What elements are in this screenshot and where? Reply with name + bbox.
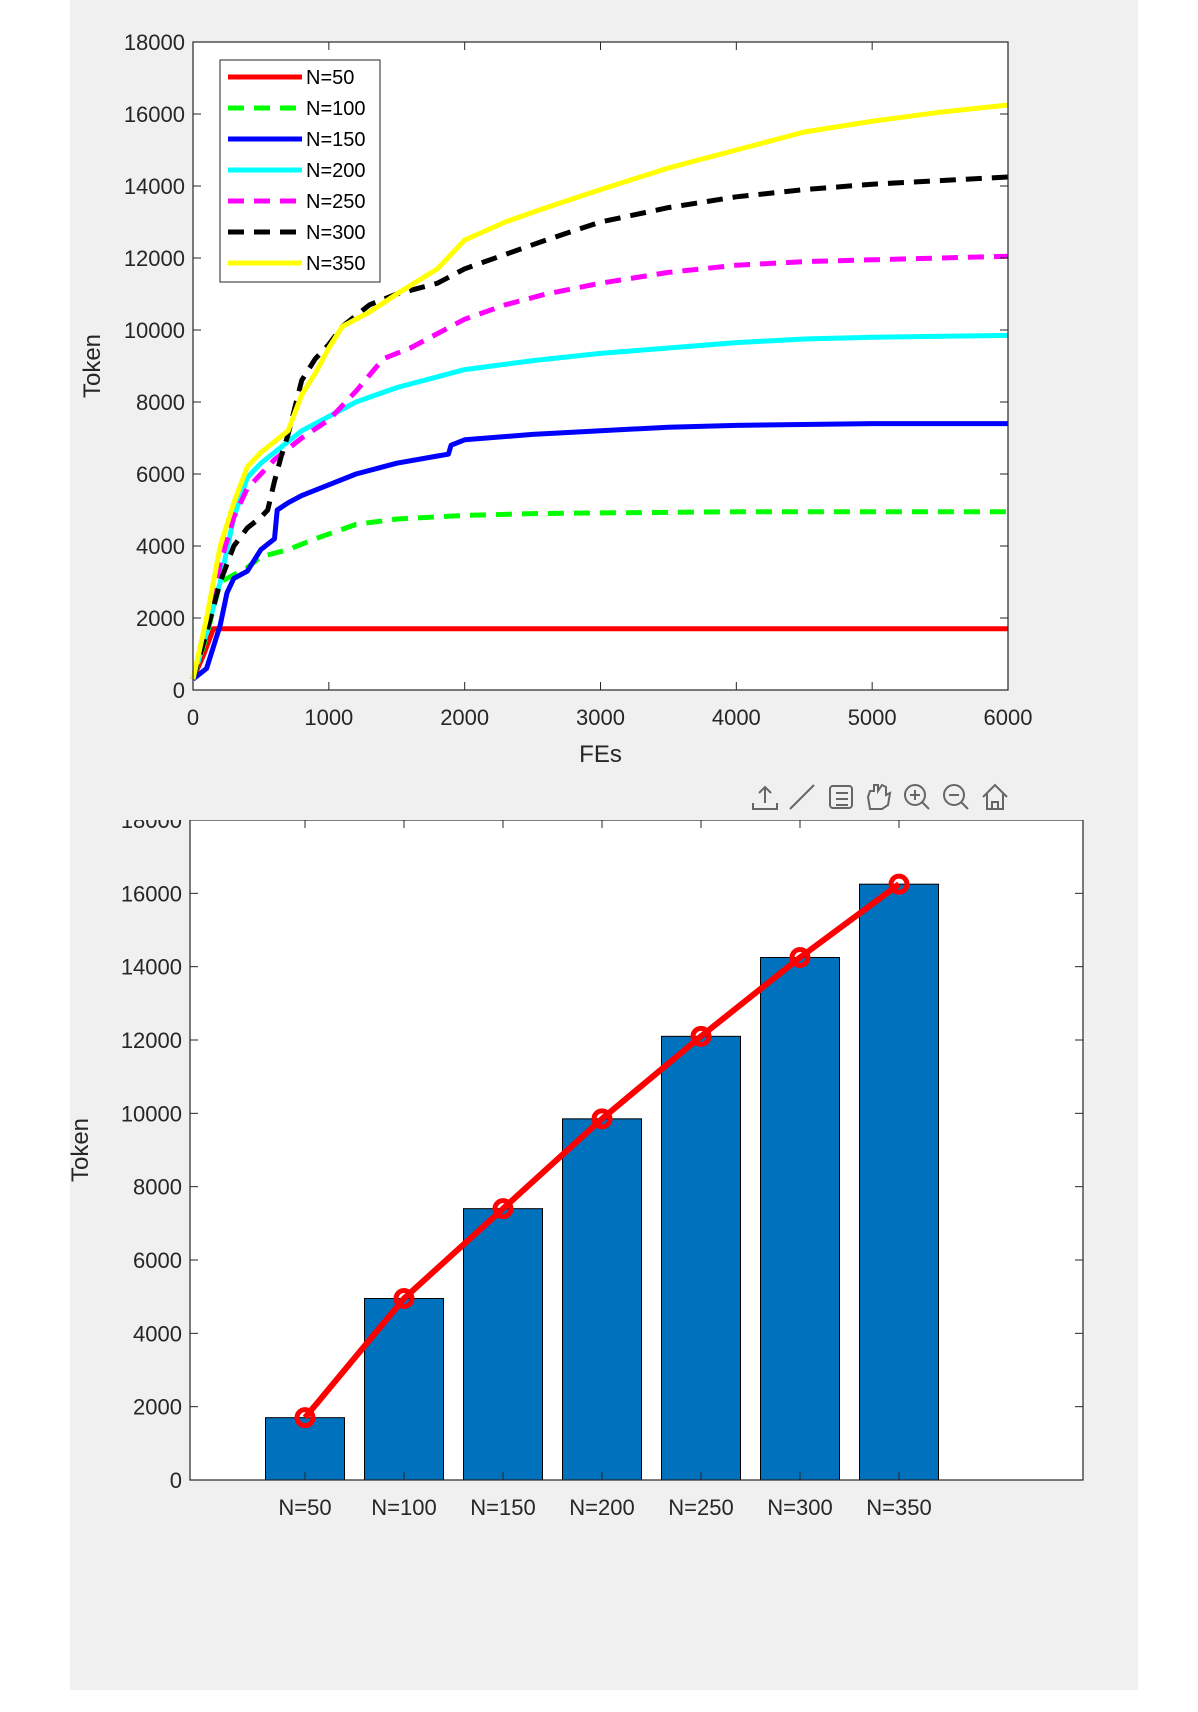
x-tick-label: N=200: [569, 1495, 634, 1520]
home-glyph: [982, 783, 1008, 810]
y-tick-label: 12000: [124, 246, 185, 271]
series-line-n-200: [190, 332, 1009, 680]
legend-entry-label: N=250: [306, 191, 366, 213]
bar-n-250: [661, 1035, 741, 1481]
x-tick-label: 4000: [712, 705, 761, 730]
zoom-out-icon[interactable]: [943, 784, 969, 810]
y-tick-label: 6000: [136, 462, 185, 487]
y-tick-label: 4000: [136, 534, 185, 559]
y-tick-label: 8000: [133, 1175, 182, 1200]
bar-n-300: [760, 957, 840, 1481]
legend-entry-label: N=150: [306, 129, 366, 151]
lens-glyph: [904, 784, 926, 806]
x-tick-label: 6000: [984, 705, 1033, 730]
y-tick-label: 16000: [121, 881, 182, 906]
x-tick-label: 5000: [848, 705, 897, 730]
token-by-n-bar-chart: 0 2000 4000 6000 8000 10000 12000 14000 16000 180…: [70, 820, 1084, 1520]
trend-marker: [393, 1288, 415, 1309]
x-tick-label: N=50: [278, 1495, 331, 1520]
series-line-n-100: [190, 509, 1008, 680]
brush-icon[interactable]: [789, 784, 815, 810]
y-tick-label: 12000: [121, 1028, 182, 1053]
legend-entry-label: N=50: [306, 67, 354, 89]
y-axis-label: Token: [70, 1118, 94, 1182]
y-tick-label: 2000: [133, 1395, 182, 1420]
hand-glyph: [866, 783, 892, 810]
legend-entry-label: N=100: [306, 98, 366, 120]
y-tick-label: 14000: [124, 174, 185, 199]
y-tick-label: 4000: [133, 1321, 182, 1346]
legend-entry-label: N=200: [306, 160, 366, 182]
home-icon[interactable]: [982, 783, 1008, 810]
legend: N=50 N=100 N=150 N=200 N=250 N=300 N=350: [219, 59, 381, 283]
datatip-lines: [836, 792, 848, 806]
x-tick-label: N=250: [668, 1495, 733, 1520]
x-axis-label: FEs: [579, 741, 622, 768]
series-line-n-350: [190, 102, 1009, 680]
pan-hand-icon[interactable]: [866, 783, 892, 810]
lens-sign: [910, 790, 920, 800]
y-tick-label: 14000: [121, 955, 182, 980]
lens-handle: [921, 801, 930, 810]
lens-handle: [960, 801, 969, 810]
x-tick-label: 1000: [304, 705, 353, 730]
bar-n-350: [859, 883, 939, 1481]
figure-window: 0 2000 4000 6000 8000 10000 12000 14000 16000 180…: [70, 0, 1138, 1690]
lens-glyph: [943, 784, 965, 806]
trend-marker: [789, 947, 811, 968]
bar-n-100: [364, 1298, 444, 1481]
export-icon[interactable]: [752, 785, 778, 810]
trend-marker: [492, 1198, 514, 1220]
y-axis-label: Token: [79, 334, 106, 398]
legend-entry-label: N=350: [306, 253, 366, 275]
y-tick-label: 18000: [124, 30, 185, 55]
y-tick-label: 10000: [121, 1101, 182, 1126]
trend-marker: [294, 1407, 316, 1429]
y-tick-label: 2000: [136, 606, 185, 631]
x-tick-label: N=350: [866, 1495, 931, 1520]
legend-entry-label: N=300: [306, 222, 366, 244]
trend-marker: [591, 1108, 613, 1130]
x-tick-label: 3000: [576, 705, 625, 730]
datatip-glyph: [829, 785, 853, 809]
y-tick-label: 18000: [121, 820, 182, 833]
y-tick-label: 8000: [136, 390, 185, 415]
datatip-icon[interactable]: [829, 785, 853, 809]
zoom-in-icon[interactable]: [904, 784, 930, 810]
trend-marker: [888, 873, 910, 895]
trend-marker: [690, 1025, 712, 1047]
x-tick-label: N=300: [767, 1495, 832, 1520]
y-tick-label: 0: [170, 1468, 182, 1493]
token-vs-fes-line-chart: 0200040006000800010000120001400016000180…: [79, 30, 1033, 768]
y-tick-label: 0: [173, 678, 185, 703]
bar-n-200: [562, 1118, 642, 1481]
y-tick-label: 10000: [124, 318, 185, 343]
trend-line: [302, 881, 901, 1420]
y-tick-label: 16000: [124, 102, 185, 127]
x-tick-label: 0: [187, 705, 199, 730]
x-tick-label: N=150: [470, 1495, 535, 1520]
x-tick-label: 2000: [440, 705, 489, 730]
brush-glyph: [789, 784, 815, 810]
axes-toolbar: [752, 783, 1008, 810]
series-line-n-250: [190, 253, 1009, 680]
x-tick-label: N=100: [371, 1495, 436, 1520]
y-tick-label: 6000: [133, 1248, 182, 1273]
series-line-n-150: [191, 421, 1008, 682]
export-glyph: [752, 785, 778, 810]
axes-box: [189, 820, 1084, 1481]
bar-n-150: [463, 1208, 543, 1481]
